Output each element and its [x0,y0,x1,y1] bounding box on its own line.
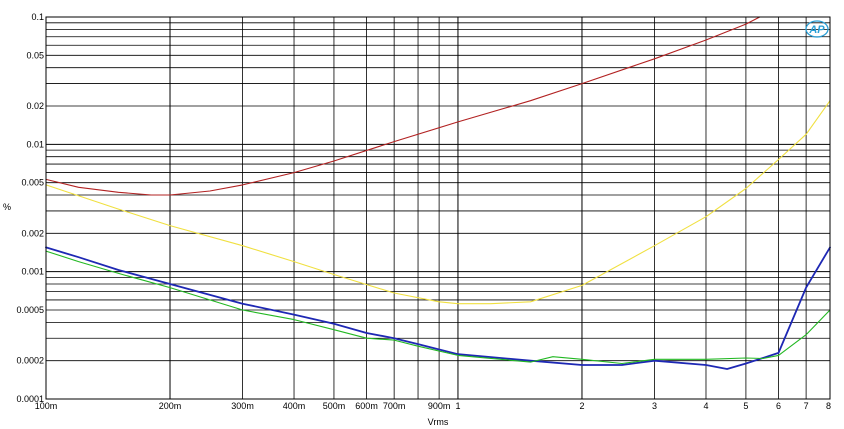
series-layer [45,16,831,370]
x-tick-label: 600m [355,401,378,411]
x-tick-label: 300m [231,401,254,411]
x-tick-label: 4 [703,401,708,411]
y-tick-label: 0.0001 [16,394,44,404]
x-axis-label: Vrms [428,417,449,427]
series-line-2 [45,100,831,305]
x-tick-label: 2 [579,401,584,411]
grid-minor [46,17,830,399]
series-line-3 [45,246,831,370]
plot-frame [45,16,831,400]
y-tick-label: 0.0002 [16,356,44,366]
x-tick-labels: 100m 200m 300m 400m 500m 600m 700m 900m 1 2 3 4 5 6 7 8 [35,401,831,411]
y-tick-label: 0.002 [21,228,44,238]
x-tick-label: 100m [35,401,58,411]
x-tick-label: 5 [743,401,748,411]
y-tick-label: 0.0005 [16,305,44,315]
y-tick-label: 0.02 [26,101,44,111]
x-tick-label: 400m [283,401,306,411]
y-tick-label: 0.005 [21,178,44,188]
y-tick-label: 0.01 [26,139,44,149]
x-tick-label: 200m [159,401,182,411]
x-tick-label: 8 [826,401,831,411]
y-tick-label: 0.1 [31,12,44,22]
x-tick-label: 1 [455,401,460,411]
x-tick-label: 500m [323,401,346,411]
x-tick-label: 6 [776,401,781,411]
ap-logo-text: AP [808,24,825,36]
ap-logo-ring [805,20,829,38]
x-tick-label: 3 [652,401,657,411]
y-axis-label: % [3,202,11,212]
grid-major [46,17,830,399]
x-tick-label: 900m [428,401,451,411]
series-line-1 [45,16,761,196]
x-tick-label: 7 [804,401,809,411]
series-line-4 [45,250,831,365]
y-tick-label: 0.001 [21,267,44,277]
x-tick-label: 700m [383,401,406,411]
ap-logo: AP [805,20,829,38]
y-tick-label: 0.05 [26,50,44,60]
y-tick-labels: 0.1 0.05 0.02 0.01 0.005 0.002 0.001 0.0005 0.00… [16,12,44,404]
